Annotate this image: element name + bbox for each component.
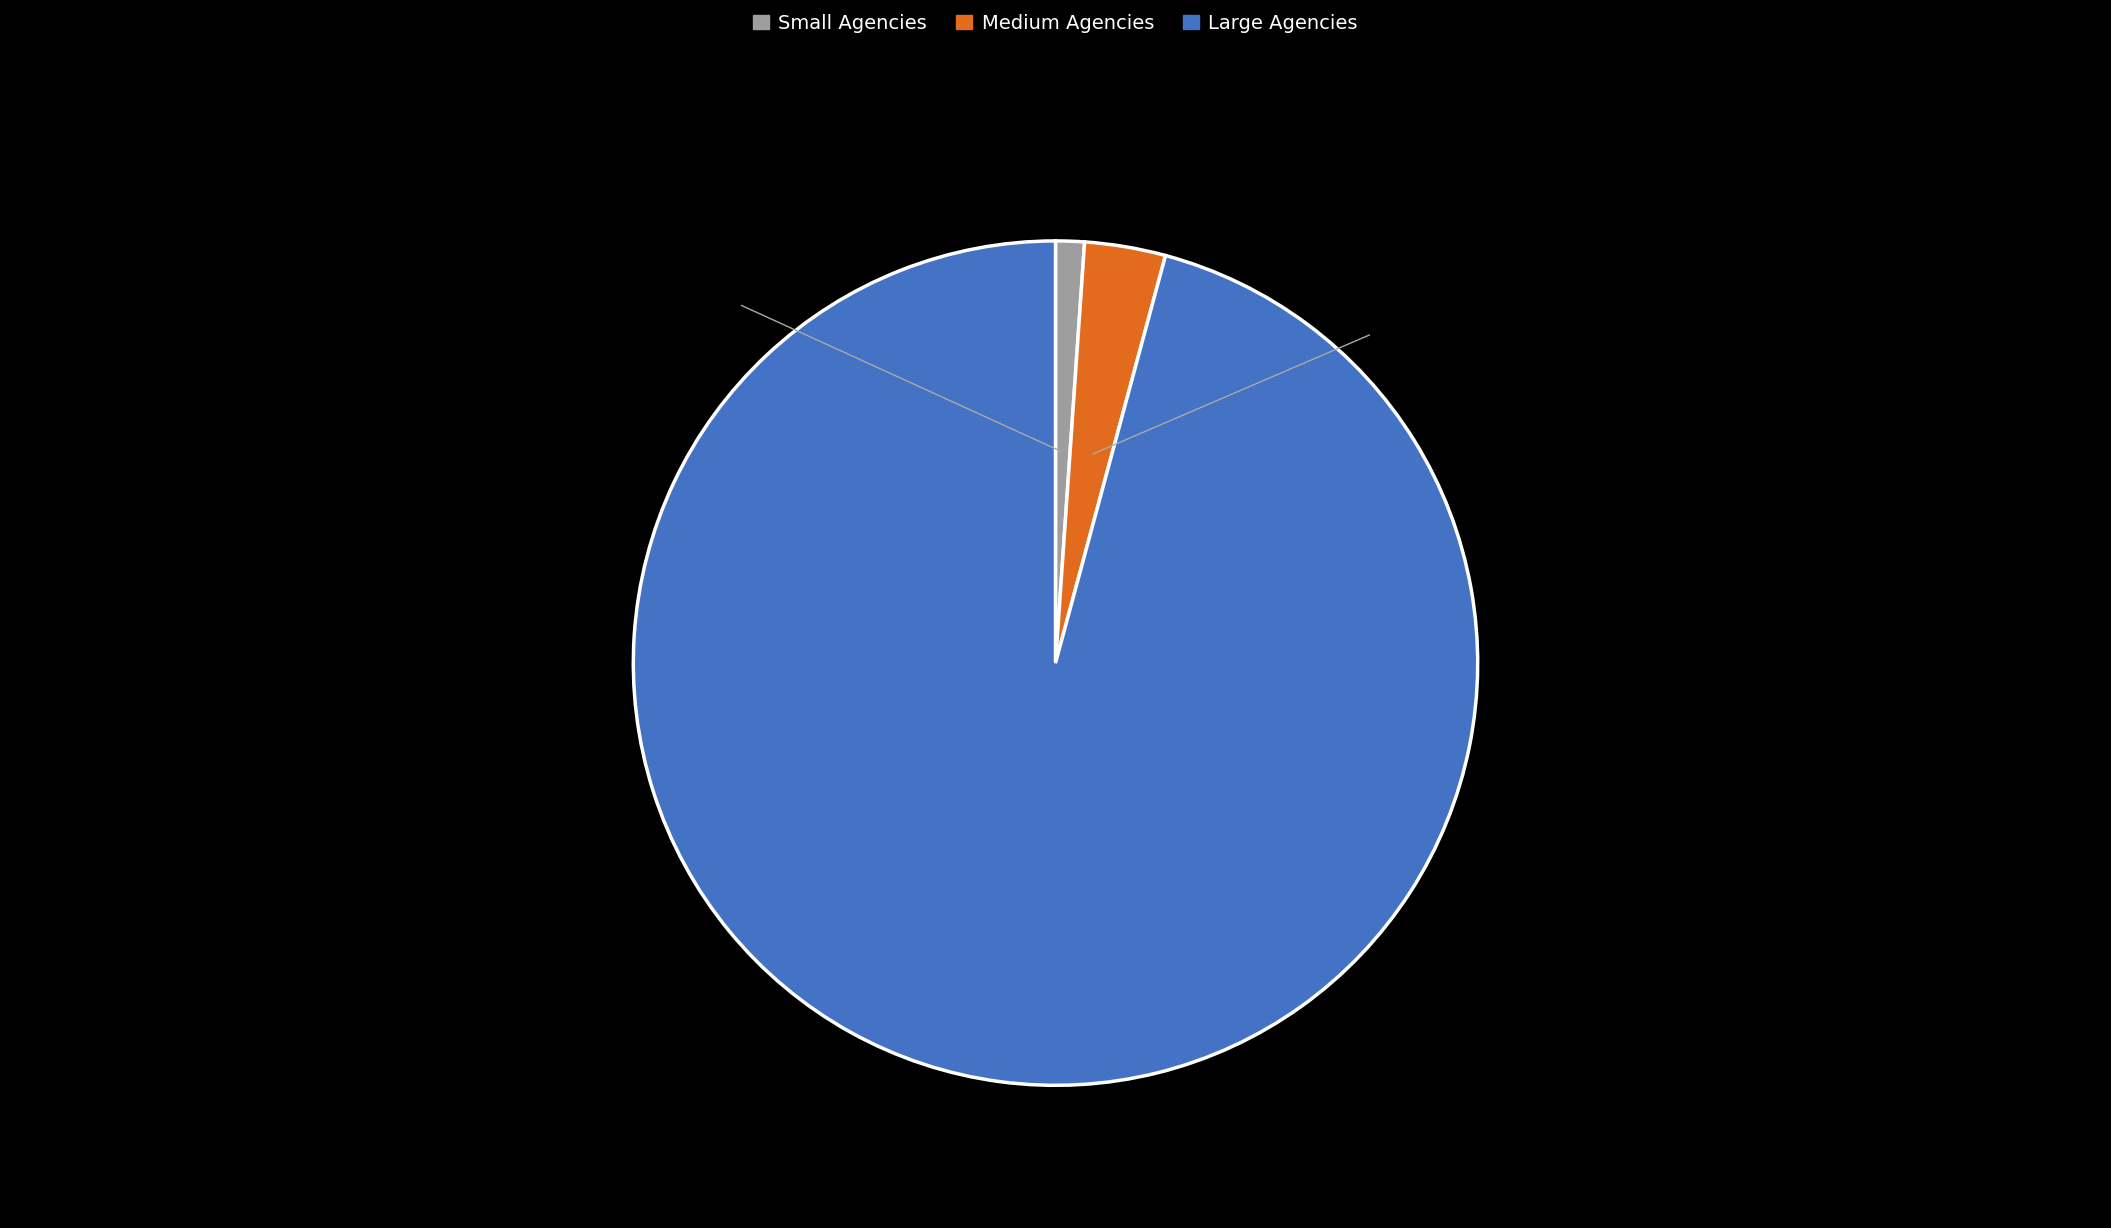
Wedge shape <box>633 241 1478 1086</box>
Wedge shape <box>1056 241 1085 663</box>
Legend: Small Agencies, Medium Agencies, Large Agencies: Small Agencies, Medium Agencies, Large A… <box>747 7 1364 38</box>
Wedge shape <box>1056 242 1165 663</box>
